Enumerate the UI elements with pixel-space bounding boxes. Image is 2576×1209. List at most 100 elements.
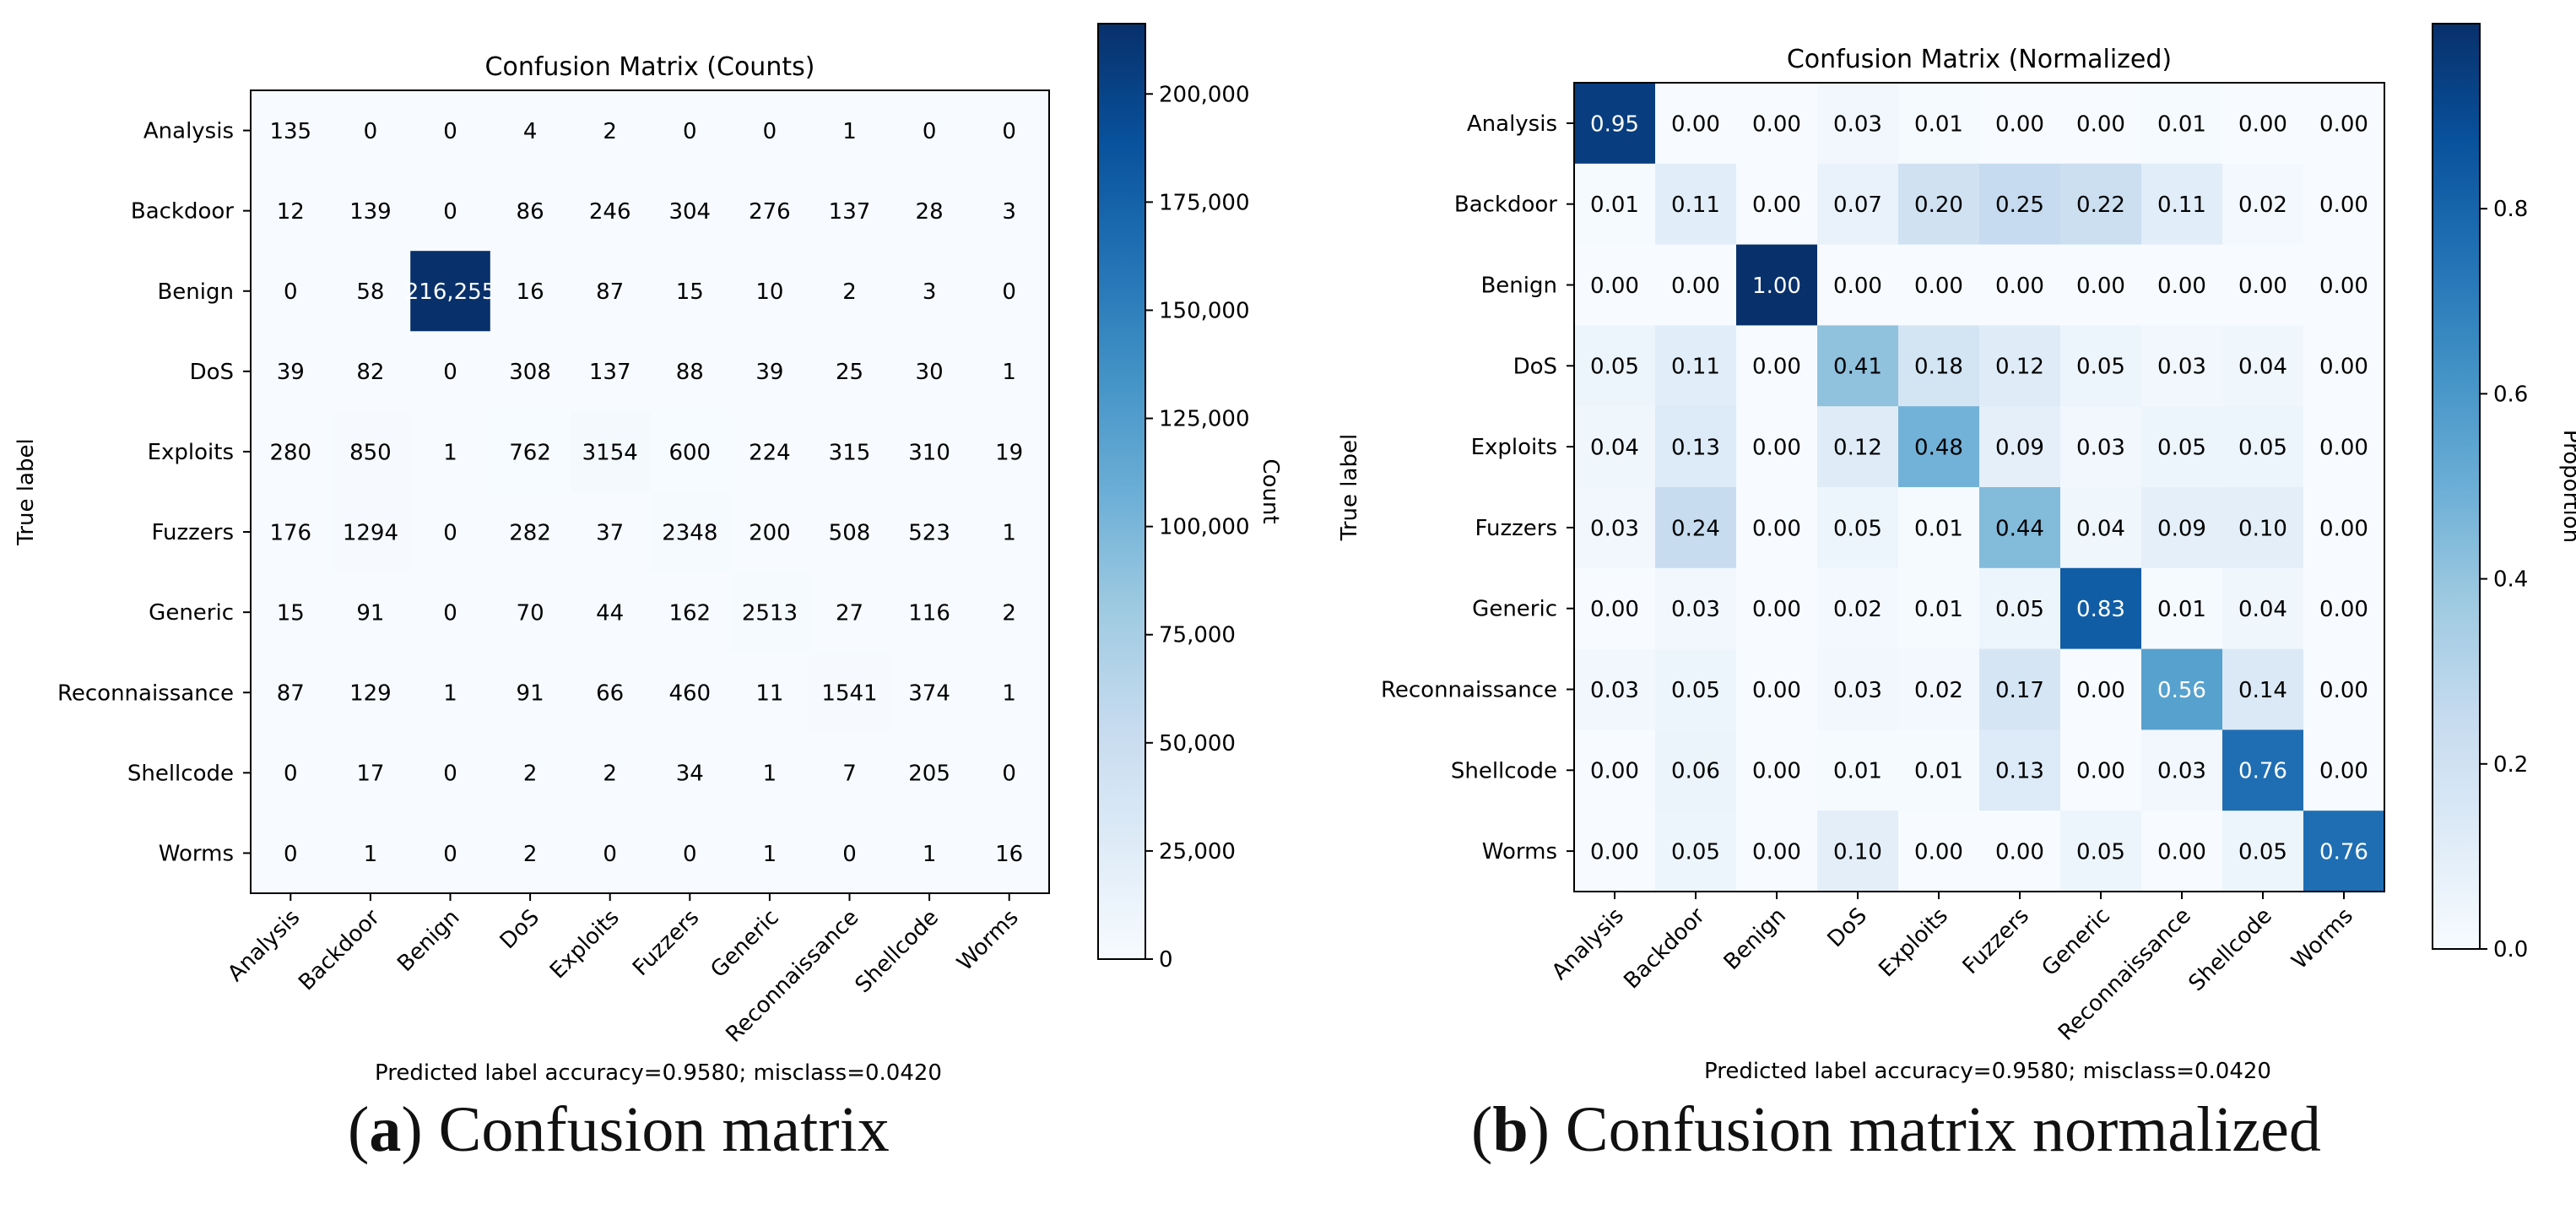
cell-value-label: 0.00 xyxy=(1914,839,1963,865)
cell-value-label: 0.00 xyxy=(1752,516,1801,541)
cell-value-label: 0.01 xyxy=(1914,111,1963,137)
heatmap-cell xyxy=(650,331,731,412)
cell-value-label: 0.00 xyxy=(1752,435,1801,460)
colorbar-tick-label: 150,000 xyxy=(1159,298,1250,323)
cell-value-label: 0.00 xyxy=(1752,678,1801,703)
x-tick-label: Fuzzers xyxy=(1958,903,2034,979)
y-tick-label: Worms xyxy=(159,841,234,866)
cell-value-label: 2 xyxy=(1002,601,1016,626)
y-tick-label: DoS xyxy=(1513,354,1557,379)
cell-value-label: 0.76 xyxy=(2319,839,2368,865)
cell-value-label: 0.00 xyxy=(2157,274,2206,299)
cell-value-label: 0.09 xyxy=(2157,516,2206,541)
cell-value-label: 0 xyxy=(443,842,457,867)
colorbar-label: Proportion xyxy=(2558,430,2576,543)
cell-value-label: 0 xyxy=(284,842,298,867)
heatmap-cell xyxy=(1655,729,1737,811)
heatmap-cell xyxy=(410,572,491,653)
heatmap-cell xyxy=(729,251,810,332)
cell-value-label: 87 xyxy=(277,681,305,707)
heatmap-cell xyxy=(251,171,332,252)
heatmap-cell xyxy=(2141,729,2223,811)
heatmap-cell xyxy=(2060,811,2142,892)
cell-value-label: 28 xyxy=(916,199,944,225)
cell-value-label: 1 xyxy=(1002,520,1016,545)
x-tick-label: Backdoor xyxy=(294,905,385,996)
heatmap-cell xyxy=(490,652,571,734)
y-tick-label: Backdoor xyxy=(131,199,234,225)
heatmap-cell xyxy=(330,732,411,814)
heatmap-cell xyxy=(1817,406,1899,488)
heatmap-cell xyxy=(330,411,411,492)
cell-value-label: 0.05 xyxy=(2157,435,2206,460)
cell-value-label: 0.01 xyxy=(2157,597,2206,622)
y-tick-label: DoS xyxy=(190,360,234,385)
heatmap-cell xyxy=(1979,325,2061,407)
x-tick-label: Analysis xyxy=(1547,903,1629,985)
cell-value-label: 16 xyxy=(517,279,544,305)
cell-value-label: 0 xyxy=(443,119,457,144)
heatmap-cell xyxy=(251,491,332,573)
cell-value-label: 0 xyxy=(443,601,457,626)
cell-value-label: 0.17 xyxy=(1995,678,2044,703)
y-tick-label: Reconnaissance xyxy=(57,680,234,706)
heatmap-cell xyxy=(570,812,651,894)
heatmap-cell xyxy=(410,90,491,171)
heatmap-cell xyxy=(889,652,970,734)
y-tick-label: Worms xyxy=(1482,839,1557,865)
heatmap-cell xyxy=(251,652,332,734)
cell-value-label: 44 xyxy=(596,601,624,626)
cell-value-label: 0.20 xyxy=(1914,192,1963,218)
heatmap-cell xyxy=(889,732,970,814)
cell-value-label: 0.01 xyxy=(1914,597,1963,622)
cell-value-label: 216,255 xyxy=(405,279,496,305)
heatmap-cell xyxy=(2222,648,2304,730)
heatmap-cell xyxy=(2060,567,2142,650)
heatmap-cell xyxy=(2141,163,2223,246)
cell-value-label: 600 xyxy=(668,440,711,465)
heatmap-cell xyxy=(2222,325,2304,407)
cell-value-label: 0 xyxy=(443,762,457,787)
heatmap-cell xyxy=(969,491,1050,573)
x-tick-label: DoS xyxy=(1823,903,1872,952)
cell-value-label: 460 xyxy=(668,681,711,707)
heatmap-cell xyxy=(889,331,970,412)
heatmap-cell xyxy=(410,411,491,492)
cell-value-label: 0.56 xyxy=(2157,678,2206,703)
cell-value-label: 315 xyxy=(829,440,871,465)
cell-value-label: 0.13 xyxy=(1995,759,2044,784)
y-tick-label: Shellcode xyxy=(1451,758,1557,783)
heatmap-cell xyxy=(1979,729,2061,811)
heatmap-cell xyxy=(729,171,810,252)
cell-value-label: 508 xyxy=(829,520,871,545)
cell-value-label: 11 xyxy=(755,681,783,707)
chart-title: Confusion Matrix (Counts) xyxy=(485,52,815,82)
heatmap-cell xyxy=(410,251,491,332)
cell-value-label: 0.01 xyxy=(1914,516,1963,541)
caption-b-text: Confusion matrix normalized xyxy=(1565,1094,2321,1165)
heatmap-cell xyxy=(2303,163,2385,246)
cell-value-label: 116 xyxy=(908,601,950,626)
colorbar-tick-label: 0.6 xyxy=(2493,382,2528,407)
heatmap-cell xyxy=(2222,729,2304,811)
heatmap-cell xyxy=(969,90,1050,171)
heatmap-cell xyxy=(1736,163,1818,246)
cell-value-label: 66 xyxy=(596,681,624,707)
heatmap-cell xyxy=(330,171,411,252)
heatmap-cell xyxy=(2222,487,2304,569)
cell-value-label: 82 xyxy=(356,360,384,385)
heatmap-cell xyxy=(729,812,810,894)
heatmap-cell xyxy=(889,572,970,653)
heatmap-cell xyxy=(650,251,731,332)
cell-value-label: 200 xyxy=(749,520,791,545)
x-tick-label: Worms xyxy=(952,905,1023,976)
heatmap-cell xyxy=(1979,567,2061,650)
heatmap-cell xyxy=(2222,811,2304,892)
heatmap-cell xyxy=(1655,325,1737,407)
cell-value-label: 37 xyxy=(596,520,624,545)
x-tick-label: Shellcode xyxy=(851,905,944,998)
y-tick-label: Shellcode xyxy=(127,761,234,786)
cell-value-label: 0.04 xyxy=(2076,516,2125,541)
y-axis-label: True label xyxy=(14,438,39,545)
heatmap-cell xyxy=(570,732,651,814)
